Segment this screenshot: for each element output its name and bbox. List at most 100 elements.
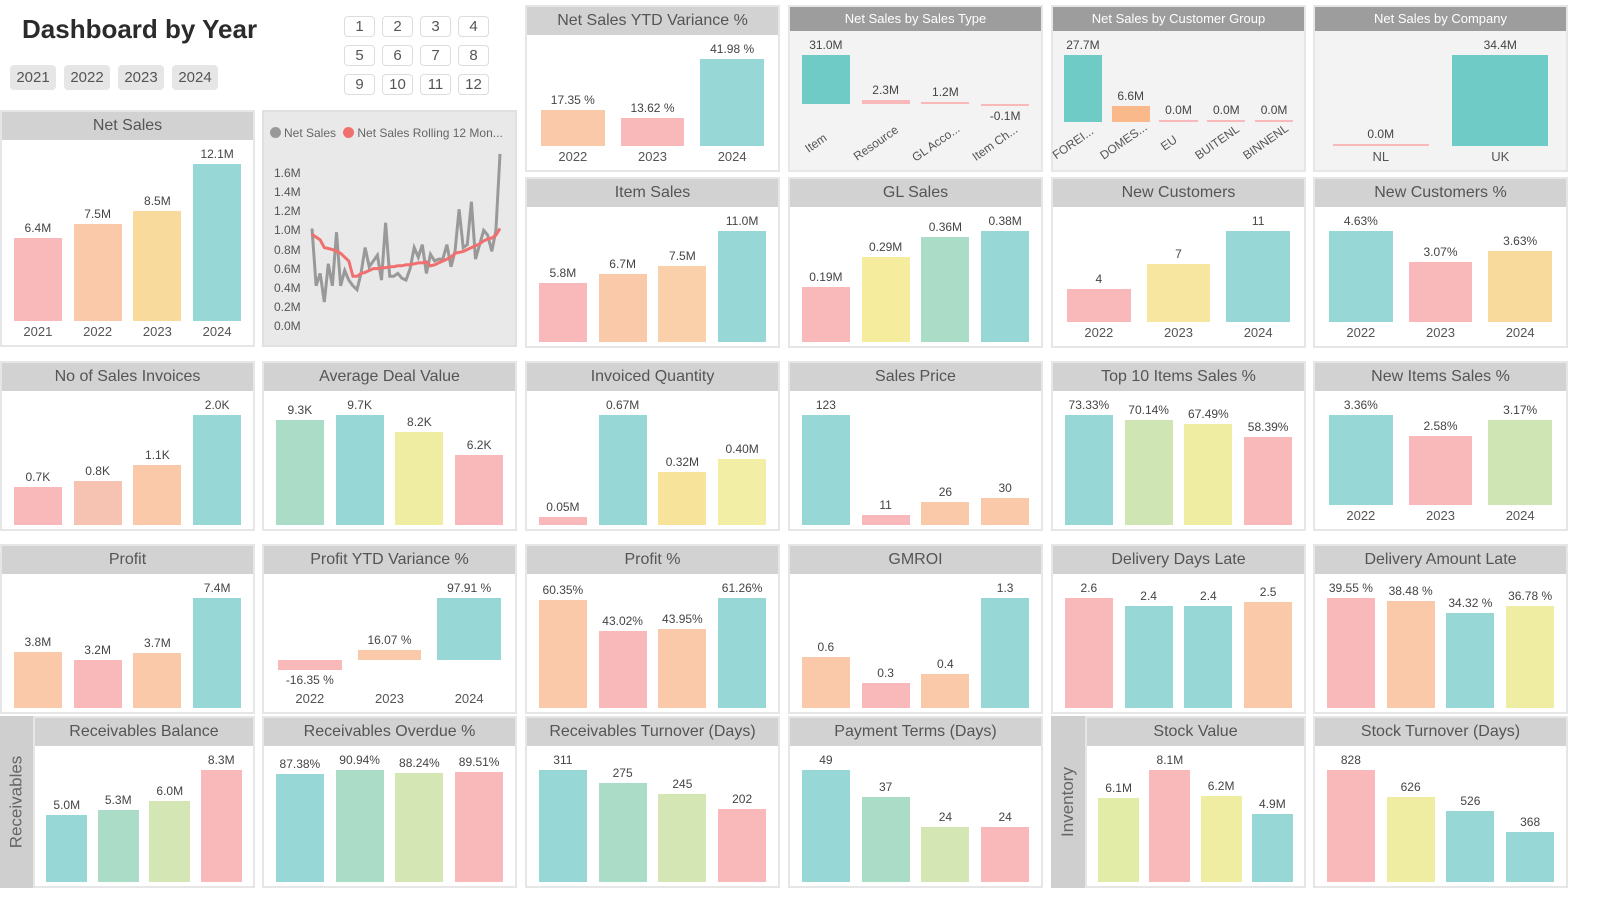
bar[interactable] <box>1251 814 1293 882</box>
bar[interactable] <box>921 827 970 882</box>
bar[interactable] <box>73 660 122 708</box>
net-sales-ytd-variance-chart[interactable]: Net Sales YTD Variance % 17.35 % 2022 13.62… <box>525 5 780 172</box>
bar[interactable] <box>133 210 182 321</box>
bar[interactable] <box>1326 598 1375 708</box>
payment-terms-days-chart[interactable]: Payment Terms (Days) 49 37 24 24 <box>788 716 1043 888</box>
bar[interactable] <box>73 223 122 321</box>
series-line-net-sales-rolling-12-mon[interactable] <box>311 227 502 278</box>
bar[interactable] <box>1098 797 1140 882</box>
delivery-amount-late-chart[interactable]: Delivery Amount Late 39.55 % 38.48 % 34.32 … <box>1313 544 1568 714</box>
bar[interactable] <box>861 797 910 882</box>
month-button[interactable]: 9 <box>344 74 375 95</box>
bar[interactable] <box>133 464 182 525</box>
bar[interactable] <box>1063 55 1102 122</box>
bar[interactable] <box>598 274 647 342</box>
net-sales-line-chart[interactable]: Net Sales Net Sales Rolling 12 Mon... 1.… <box>262 110 517 347</box>
profit-ytd-variance-chart[interactable]: Profit YTD Variance % -16.35 % 2022 16.07 %… <box>262 544 517 714</box>
bar[interactable] <box>1408 435 1473 505</box>
bar[interactable] <box>1184 423 1233 525</box>
net-sales-by-customer-group-chart[interactable]: Net Sales by Customer Group 27.7M FOREI...… <box>1050 5 1306 172</box>
bar[interactable] <box>1452 55 1549 146</box>
bar[interactable] <box>1488 250 1553 322</box>
bar[interactable] <box>1207 120 1246 122</box>
bar[interactable] <box>1326 770 1375 882</box>
bar[interactable] <box>861 257 910 342</box>
bar[interactable] <box>193 415 242 525</box>
bar[interactable] <box>981 231 1030 342</box>
bar[interactable] <box>981 827 1030 882</box>
series-line-net-sales[interactable] <box>310 153 502 303</box>
bar[interactable] <box>801 55 850 104</box>
bar[interactable] <box>718 809 767 882</box>
bar[interactable] <box>193 598 242 708</box>
receivables-overdue-chart[interactable]: Receivables Overdue % 87.38% 90.94% 88.24% 8… <box>262 716 517 888</box>
bar[interactable] <box>335 415 384 525</box>
bar[interactable] <box>1506 832 1555 882</box>
bar[interactable] <box>658 629 707 708</box>
bar[interactable] <box>538 599 587 708</box>
bar[interactable] <box>598 415 647 525</box>
bar[interactable] <box>133 653 182 708</box>
new-customers-chart[interactable]: New Customers % 4.63% 2022 3.07% 2023 3.63% 20… <box>1313 177 1568 348</box>
bar[interactable] <box>1488 420 1553 505</box>
bar[interactable] <box>13 237 62 321</box>
bar[interactable] <box>73 481 122 525</box>
bar[interactable] <box>395 432 444 525</box>
month-button[interactable]: 1 <box>344 16 375 37</box>
month-button[interactable]: 5 <box>344 45 375 66</box>
bar[interactable] <box>1446 810 1495 882</box>
gl-sales-chart[interactable]: GL Sales 0.19M 0.29M 0.36M 0.38M <box>788 177 1043 348</box>
bar[interactable] <box>718 598 767 708</box>
bar[interactable] <box>97 810 139 882</box>
bar[interactable] <box>981 598 1030 708</box>
bar[interactable] <box>1408 261 1473 322</box>
bar[interactable] <box>1149 770 1191 882</box>
bar[interactable] <box>1066 288 1131 322</box>
bar[interactable] <box>1146 264 1211 322</box>
bar[interactable] <box>801 770 850 882</box>
net-sales-by-sales-type-chart[interactable]: Net Sales by Sales Type 31.0M Item 2.3M Reso… <box>788 5 1043 172</box>
bar[interactable] <box>1386 600 1435 708</box>
bar[interactable] <box>1111 106 1150 122</box>
bar[interactable] <box>1244 437 1293 525</box>
bar[interactable] <box>981 103 1030 106</box>
bar[interactable] <box>861 515 910 525</box>
year-button-2024[interactable]: 2024 <box>172 65 218 90</box>
bar[interactable] <box>540 110 605 146</box>
bar[interactable] <box>1159 120 1198 122</box>
year-button-2023[interactable]: 2023 <box>118 65 164 90</box>
receivables-turnover-days-chart[interactable]: Receivables Turnover (Days) 311 275 245 202 <box>525 716 780 888</box>
average-deal-value-chart[interactable]: Average Deal Value 9.3K 9.7K 8.2K 6.2K <box>262 361 517 531</box>
bar[interactable] <box>921 101 970 104</box>
bar[interactable] <box>275 774 324 882</box>
delivery-days-late-chart[interactable]: Delivery Days Late 2.6 2.4 2.4 2.5 <box>1051 544 1306 714</box>
bar[interactable] <box>357 649 422 660</box>
bar[interactable] <box>13 486 62 525</box>
bar[interactable] <box>1064 598 1113 708</box>
bar[interactable] <box>200 770 242 882</box>
bar[interactable] <box>598 782 647 882</box>
bar[interactable] <box>1332 144 1429 146</box>
month-button[interactable]: 3 <box>420 16 451 37</box>
bar[interactable] <box>1200 796 1242 882</box>
bar[interactable] <box>437 598 502 660</box>
receivables-balance-chart[interactable]: Receivables Balance 5.0M 5.3M 6.0M 8.3M <box>33 716 255 888</box>
bar[interactable] <box>801 415 850 525</box>
bar[interactable] <box>861 100 910 104</box>
bar[interactable] <box>921 674 970 708</box>
bar[interactable] <box>921 236 970 342</box>
profit-chart[interactable]: Profit 3.8M 3.2M 3.7M 7.4M <box>0 544 255 714</box>
month-button[interactable]: 10 <box>382 74 413 95</box>
bar[interactable] <box>1328 231 1393 322</box>
bar[interactable] <box>455 454 504 525</box>
year-button-2022[interactable]: 2022 <box>64 65 110 90</box>
month-button[interactable]: 11 <box>420 74 451 95</box>
net-sales-chart[interactable]: Net Sales 6.4M 2021 7.5M 2022 8.5M 2023 12.1M 20… <box>0 110 255 347</box>
invoiced-quantity-chart[interactable]: Invoiced Quantity 0.05M 0.67M 0.32M 0.40M <box>525 361 780 531</box>
bar[interactable] <box>921 501 970 525</box>
bar[interactable] <box>538 283 587 342</box>
stock-turnover-days-chart[interactable]: Stock Turnover (Days) 828 626 526 368 <box>1313 716 1568 888</box>
new-customers-chart[interactable]: New Customers 4 2022 7 2023 11 2024 <box>1051 177 1306 348</box>
bar[interactable] <box>1446 612 1495 708</box>
top-10-items-sales-chart[interactable]: Top 10 Items Sales % 73.33% 70.14% 67.49% 58… <box>1051 361 1306 531</box>
